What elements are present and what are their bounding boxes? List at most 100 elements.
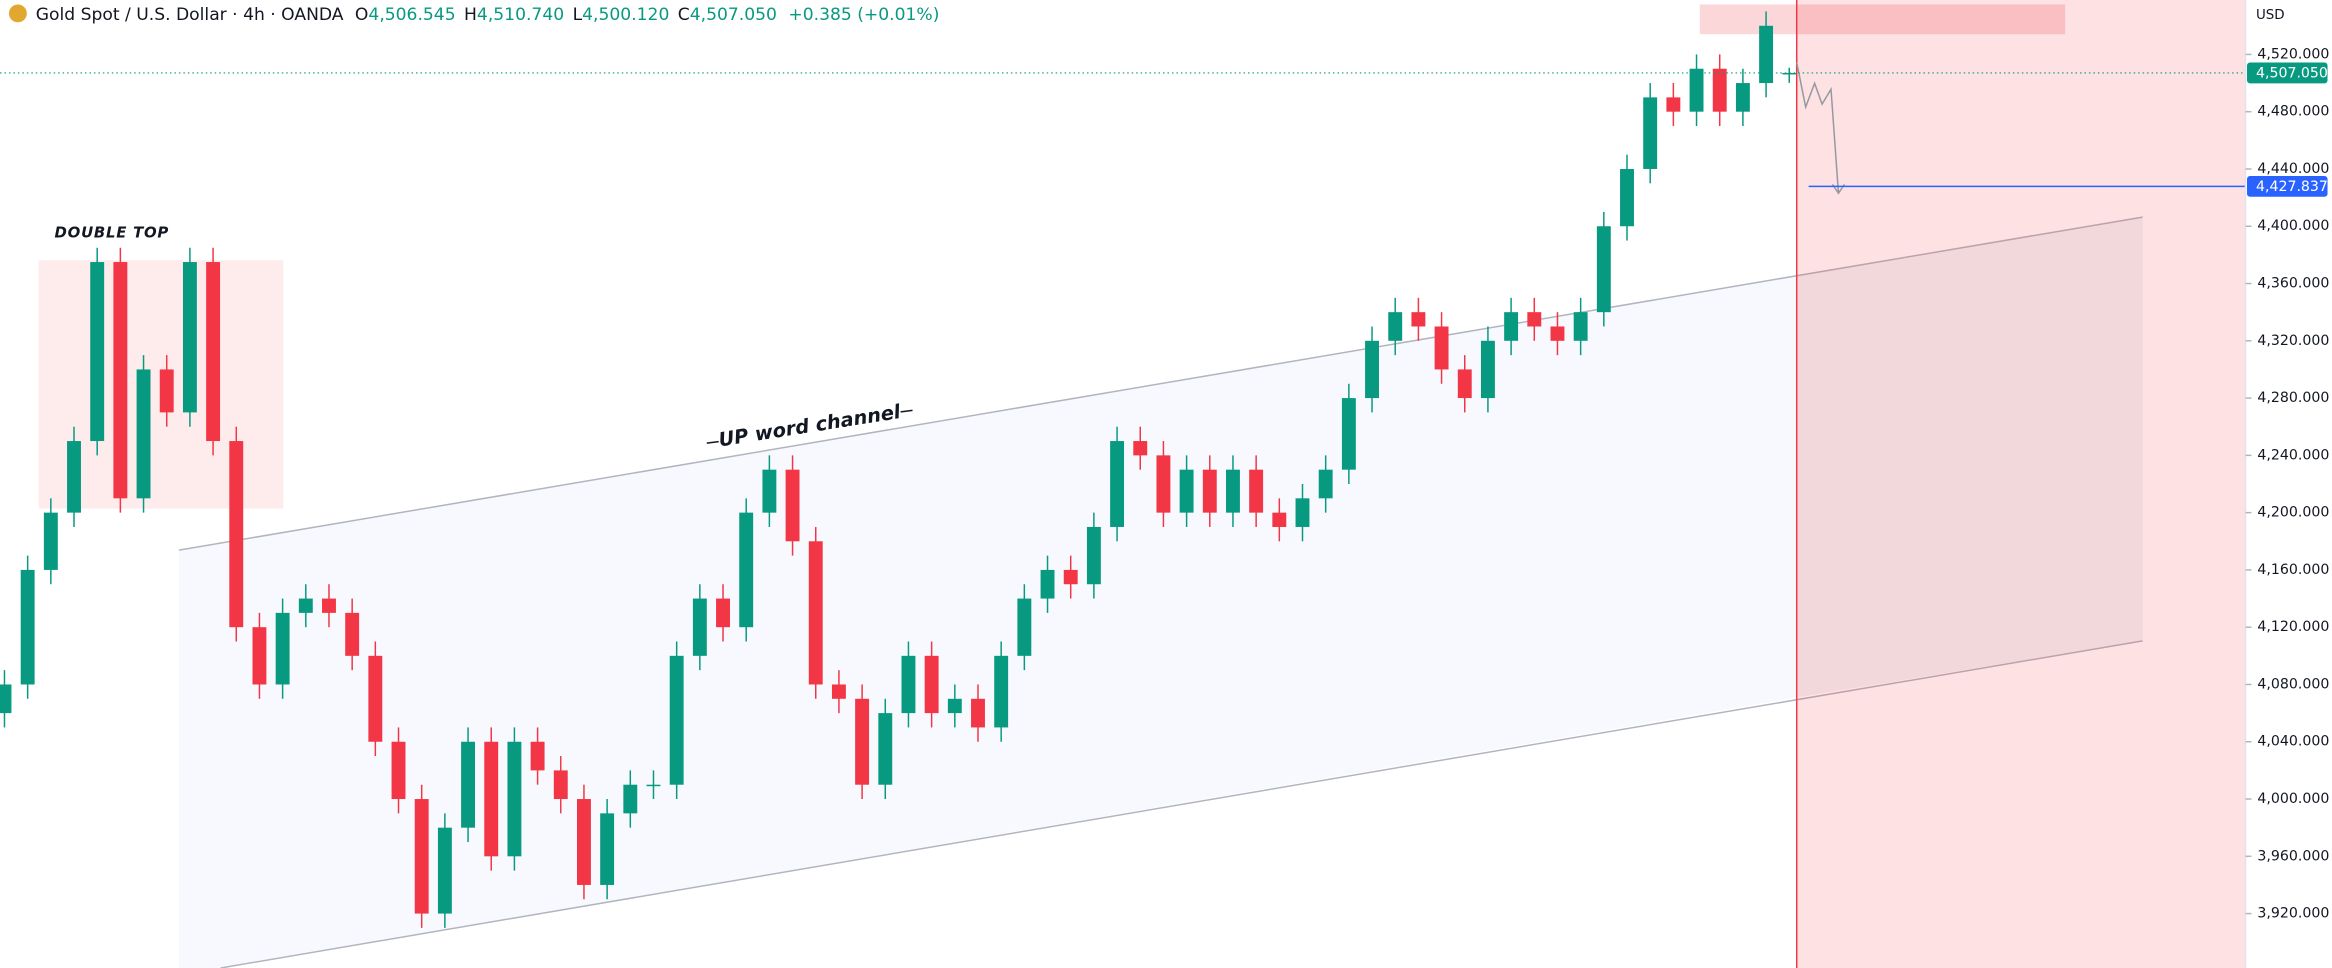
candle-body bbox=[1504, 312, 1519, 341]
candle-body bbox=[716, 598, 730, 628]
candle-body bbox=[1040, 569, 1055, 599]
candle-body bbox=[1666, 97, 1681, 112]
candle-body bbox=[1179, 469, 1194, 513]
candle-body bbox=[1457, 369, 1472, 399]
candle-body bbox=[275, 612, 290, 685]
candle-body bbox=[136, 369, 151, 499]
candle-body bbox=[1434, 326, 1449, 370]
candle-body bbox=[1388, 312, 1403, 341]
candle-body bbox=[1249, 469, 1264, 513]
candle-body bbox=[646, 784, 661, 787]
target-price-label: 4,427.837 bbox=[2256, 179, 2328, 195]
current-price-tag bbox=[2247, 62, 2328, 84]
forecast-zone bbox=[1796, 0, 2246, 968]
candle-body bbox=[1086, 526, 1101, 585]
candle-body bbox=[1411, 312, 1426, 327]
y-axis: 4,520.000 4,480.000 4,440.000 4,400.000 4,36… bbox=[2245, 46, 2329, 922]
candle-body bbox=[1017, 598, 1032, 656]
resistance-box bbox=[1699, 4, 2066, 35]
candle-body bbox=[206, 262, 221, 442]
symbol-icon bbox=[8, 4, 27, 23]
open-value: 4,506.545 bbox=[368, 5, 455, 25]
candle-body bbox=[831, 684, 846, 699]
y-tick-label: 4,280.000 bbox=[2257, 390, 2329, 406]
candle-body bbox=[1735, 83, 1750, 112]
close-value: 4,507.050 bbox=[690, 5, 777, 25]
y-tick-label: 4,120.000 bbox=[2257, 619, 2329, 635]
candle-body bbox=[576, 799, 591, 885]
candle-body bbox=[878, 713, 893, 785]
candle-body bbox=[785, 469, 800, 542]
currency-label: USD bbox=[2256, 8, 2285, 23]
y-tick-label: 4,400.000 bbox=[2257, 218, 2329, 234]
candle-body bbox=[1063, 569, 1078, 585]
candle-body bbox=[669, 655, 684, 785]
close-label: C bbox=[678, 5, 690, 25]
candle-body bbox=[322, 598, 336, 613]
channel-upper bbox=[178, 216, 2143, 551]
y-tick-label: 4,000.000 bbox=[2257, 791, 2329, 807]
symbol-title: Gold Spot / U.S. Dollar · 4h · OANDA bbox=[36, 5, 344, 25]
candle-body bbox=[182, 262, 197, 413]
candle-body bbox=[1782, 72, 1797, 75]
change-value: +0.385 (+0.01%) bbox=[788, 5, 939, 25]
candle-body bbox=[971, 698, 985, 728]
candle-body bbox=[901, 655, 916, 714]
y-tick-label: 4,080.000 bbox=[2257, 676, 2329, 692]
candle-body bbox=[484, 741, 499, 857]
candle-body bbox=[623, 784, 638, 814]
y-tick-label: 4,520.000 bbox=[2257, 46, 2329, 62]
double-top-label: DOUBLE TOP bbox=[55, 223, 170, 241]
candle-body bbox=[692, 598, 707, 656]
candle-body bbox=[1527, 312, 1542, 327]
candle-body bbox=[530, 741, 545, 771]
candle-body bbox=[414, 799, 429, 914]
candle-body bbox=[553, 770, 568, 800]
channel-label-dash bbox=[900, 409, 913, 413]
high-value: 4,510.740 bbox=[477, 5, 564, 25]
y-tick-label: 3,960.000 bbox=[2257, 848, 2329, 864]
candle-body bbox=[1759, 25, 1774, 84]
y-tick-label: 3,920.000 bbox=[2257, 906, 2329, 922]
candle-body bbox=[43, 512, 58, 570]
header: Gold Spot / U.S. Dollar · 4h · OANDA O4,… bbox=[36, 5, 940, 25]
candle-body bbox=[1620, 168, 1634, 227]
candle-body bbox=[113, 262, 128, 499]
candle-body bbox=[762, 469, 777, 513]
candle-body bbox=[994, 655, 1009, 728]
candle-body bbox=[461, 741, 476, 828]
candle-body bbox=[0, 684, 12, 714]
candle-body bbox=[1110, 441, 1125, 527]
projection-arrow bbox=[1831, 183, 1846, 195]
candle-body bbox=[1202, 469, 1217, 513]
candle-body bbox=[1573, 312, 1588, 341]
candle-body bbox=[1480, 340, 1495, 399]
high-label: H bbox=[464, 5, 477, 25]
open-label: O bbox=[355, 5, 368, 25]
y-tick-label: 4,240.000 bbox=[2257, 447, 2329, 463]
y-tick-label: 4,320.000 bbox=[2257, 333, 2329, 349]
candle-body bbox=[1226, 469, 1240, 513]
current-price-label: 4,507.050 bbox=[2256, 66, 2328, 82]
candle-body bbox=[252, 627, 267, 685]
candle-body bbox=[437, 827, 452, 914]
candle-body bbox=[391, 741, 406, 800]
y-tick-label: 4,440.000 bbox=[2257, 161, 2329, 177]
y-tick-label: 4,040.000 bbox=[2257, 734, 2329, 750]
candle-body bbox=[345, 612, 360, 656]
channel-fill-projected bbox=[1796, 217, 2143, 698]
candle-body bbox=[1295, 498, 1310, 527]
projection-path bbox=[1795, 62, 1840, 194]
candle-body bbox=[808, 541, 823, 685]
y-tick-label: 4,200.000 bbox=[2257, 505, 2329, 521]
channel-label-dash bbox=[706, 440, 719, 444]
candle-body bbox=[1341, 398, 1356, 470]
candle-body bbox=[298, 598, 313, 613]
y-tick-label: 4,160.000 bbox=[2257, 562, 2329, 578]
price-axis bbox=[2245, 0, 2332, 968]
low-label: L bbox=[573, 5, 583, 25]
candle-body bbox=[1596, 226, 1611, 313]
candle-body bbox=[67, 441, 81, 513]
